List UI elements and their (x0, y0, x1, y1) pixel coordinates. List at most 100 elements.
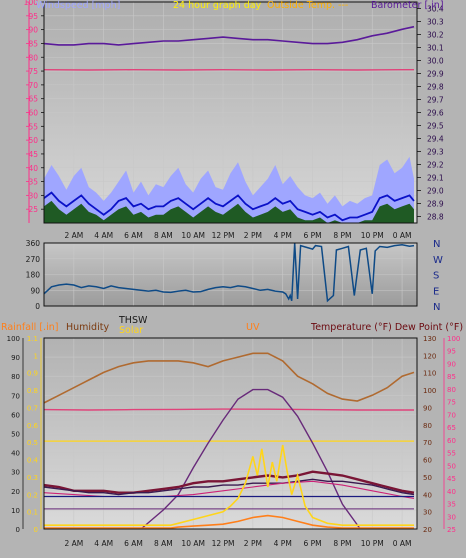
x-tick-label: 2 AM (64, 231, 83, 240)
compass-label: N (433, 302, 440, 313)
right-axis-tick-label: 29.3 (427, 148, 444, 157)
dew-point-tick-label: 90 (447, 360, 456, 368)
humidity-tick-label: 100 (7, 335, 20, 343)
dew-point-tick-label: 35 (447, 501, 456, 509)
temperature-tick-label: 50 (423, 474, 432, 482)
humidity-tick-label: 10 (11, 507, 20, 515)
left-axis-tick-label: 70 (28, 81, 38, 90)
x-tick-label: 8 AM (154, 539, 173, 548)
dew-point-tick-label: 95 (447, 348, 456, 356)
left-axis-tick-label: 90 (28, 26, 38, 35)
rain-tick-label: 0.3 (27, 474, 38, 482)
dew-point-tick-label: 60 (447, 437, 456, 445)
legend-rainfall: Rainfall [.in] (1, 322, 58, 333)
wind-direction-tick-label: 180 (26, 271, 41, 280)
legend-solar: Solar (119, 325, 143, 336)
dew-point-tick-label: 25 (447, 526, 456, 534)
left-axis-tick-label: 50 (28, 136, 38, 145)
x-tick-label: 4 AM (94, 231, 113, 240)
x-tick-label: 10 AM (181, 539, 205, 548)
left-axis-tick-label: 35 (28, 178, 38, 187)
rain-tick-label: 0.2 (27, 491, 38, 499)
wind-direction-tick-label: 270 (26, 255, 41, 264)
dew-point-tick-label: 65 (447, 424, 456, 432)
x-tick-label: 2 AM (64, 539, 83, 548)
humidity-tick-label: 80 (11, 373, 20, 381)
x-tick-label: 6 PM (303, 539, 321, 548)
chart-title: 24 hour graph day (173, 0, 262, 11)
x-tick-label: 8 AM (154, 231, 173, 240)
left-axis-tick-label: 95 (28, 12, 38, 21)
left-axis-tick-label: 60 (28, 109, 38, 118)
dew-point-tick-label: 55 (447, 450, 456, 458)
dew-point-tick-label: 30 (447, 513, 456, 521)
rain-tick-label: 1 (34, 352, 38, 360)
right-axis-tick-label: 30.0 (427, 57, 444, 66)
x-tick-label: 4 PM (274, 539, 292, 548)
temperature-tick-label: 90 (423, 404, 432, 412)
x-tick-label: 12 PM (212, 231, 235, 240)
dew-point-tick-label: 80 (447, 386, 456, 394)
temperature-tick-label: 100 (423, 387, 436, 395)
left-axis-tick-label: 25 (28, 205, 38, 214)
temperature-tick-label: 80 (423, 422, 432, 430)
right-axis-tick-label: 28.8 (427, 213, 444, 222)
rain-tick-label: 0.6 (27, 422, 39, 430)
temperature-tick-label: 120 (423, 352, 436, 360)
dew-point-tick-label: 45 (447, 475, 456, 483)
right-axis-tick-label: 28.9 (427, 200, 444, 209)
legend-outside-temp: Outside Temp. --- (267, 0, 348, 11)
wind-direction-tick-label: 90 (30, 286, 40, 295)
right-axis-tick-label: 30.1 (427, 44, 444, 53)
right-axis-tick-label: 29.8 (427, 83, 444, 92)
dew-point-tick-label: 100 (447, 335, 460, 343)
legend-uv: UV (246, 322, 260, 333)
right-axis-tick-label: 29.4 (427, 135, 444, 144)
humidity-tick-label: 90 (11, 354, 20, 362)
left-axis-tick-label: 40 (28, 164, 38, 173)
humidity-tick-label: 50 (11, 431, 20, 439)
temperature-tick-label: 30 (423, 509, 432, 517)
x-tick-label: 6 AM (124, 231, 143, 240)
right-axis-tick-label: 30.2 (427, 31, 444, 40)
humidity-tick-label: 30 (11, 469, 20, 477)
right-axis-tick-label: 29.0 (427, 187, 444, 196)
legend-temperature-dew-point: Temperature (°F) Dew Point (°F) (310, 322, 463, 333)
compass-label: W (433, 255, 443, 266)
rain-tick-label: 0.4 (27, 457, 39, 465)
temperature-tick-label: 70 (423, 439, 432, 447)
temperature-tick-label: 110 (423, 370, 436, 378)
x-tick-label: 6 PM (303, 231, 321, 240)
dew-point-tick-label: 50 (447, 462, 456, 470)
left-axis-tick-label: 55 (28, 122, 38, 131)
temperature-tick-label: 60 (423, 457, 432, 465)
compass-label: N (433, 239, 440, 250)
x-tick-label: 6 AM (124, 539, 143, 548)
x-tick-label: 4 AM (94, 539, 113, 548)
compass-label: S (433, 271, 439, 282)
temperature-tick-label: 40 (423, 491, 432, 499)
dew-point-tick-label: 40 (447, 488, 456, 496)
wind-direction-tick-label: 0 (35, 302, 40, 311)
x-tick-label: 10 AM (181, 231, 205, 240)
compass-label: E (433, 286, 439, 297)
legend-humidity: Humidity (66, 322, 109, 333)
temperature-tick-label: 20 (423, 526, 432, 534)
x-tick-label: 2 PM (244, 539, 262, 548)
legend-windspeed: Windspeed [mph] (36, 0, 120, 11)
dew-point-tick-label: 70 (447, 411, 456, 419)
rain-tick-label: 1.1 (27, 335, 38, 343)
rain-tick-label: 0.7 (27, 404, 38, 412)
left-axis-tick-label: 65 (28, 95, 38, 104)
dew-point-tick-label: 75 (447, 399, 456, 407)
left-axis-tick-label: 30 (28, 191, 38, 200)
left-axis-tick-label: 85 (28, 39, 38, 48)
right-axis-tick-label: 29.5 (427, 122, 444, 131)
right-axis-tick-label: 30.3 (427, 18, 444, 27)
rain-tick-label: 0.5 (27, 439, 38, 447)
x-tick-label: 4 PM (274, 231, 292, 240)
rain-tick-label: 0 (34, 526, 38, 534)
temperature-tick-label: 130 (423, 335, 436, 343)
